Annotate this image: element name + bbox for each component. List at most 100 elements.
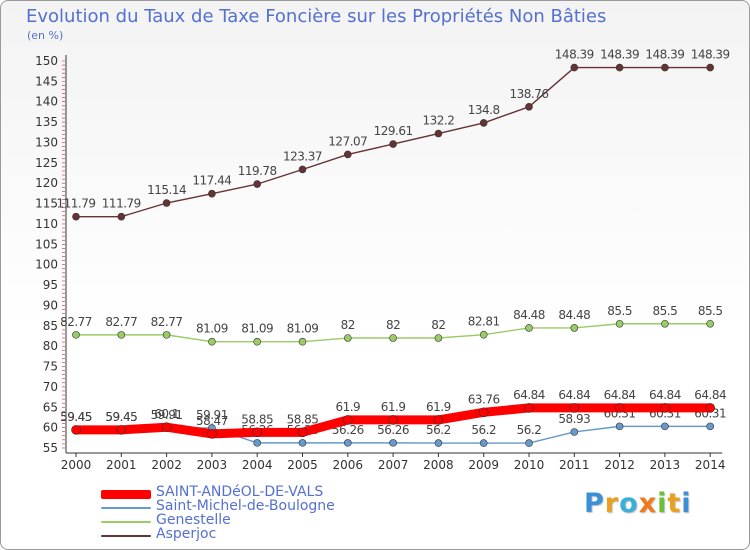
x-tick-label: 2010 (514, 458, 545, 472)
data-point (479, 330, 488, 339)
data-point (207, 429, 217, 439)
chart-title: Evolution du Taux de Taxe Foncière sur l… (26, 6, 607, 27)
data-point (162, 199, 171, 207)
data-label: 58.47 (196, 414, 228, 428)
data-point (434, 334, 443, 342)
data-label: 64.84 (558, 388, 590, 402)
data-label: 148.39 (600, 48, 639, 62)
legend-swatch (101, 489, 151, 499)
data-point (706, 422, 715, 431)
x-tick-label: 2000 (61, 458, 92, 472)
data-label: 56.2 (426, 423, 451, 437)
data-label: 148.39 (645, 48, 684, 62)
data-point (569, 403, 580, 413)
data-label: 85.5 (607, 304, 632, 318)
x-tick-label: 2003 (197, 458, 228, 472)
data-label: 82 (341, 318, 355, 332)
logo-letter: x (638, 488, 658, 519)
data-point (525, 324, 533, 332)
y-tick-label: 120 (35, 176, 58, 190)
data-point (389, 334, 397, 342)
data-point (660, 403, 670, 413)
data-point (389, 439, 397, 447)
data-point (706, 319, 715, 328)
data-point (162, 331, 171, 339)
data-point (297, 427, 308, 438)
y-tick-label: 60 (43, 421, 58, 435)
data-point (298, 337, 307, 346)
legend-label: Genestelle (156, 512, 231, 528)
y-tick-label: 135 (35, 115, 58, 129)
x-tick-label: 2004 (242, 458, 273, 472)
data-label: 59.45 (105, 410, 137, 424)
legend-label: Asperjoc (156, 526, 217, 542)
logo-letter: i (657, 488, 668, 519)
data-label: 59.45 (105, 410, 137, 424)
data-label: 84.48 (558, 308, 590, 322)
data-point (161, 422, 172, 433)
data-label: 82.81 (468, 315, 500, 329)
y-tick-label: 90 (43, 298, 58, 312)
data-point (252, 427, 263, 438)
data-point (343, 334, 352, 342)
x-tick-label: 2011 (559, 458, 590, 472)
data-label: 61.9 (426, 400, 451, 414)
data-point (72, 331, 80, 339)
data-point (661, 319, 669, 328)
data-label: 82.77 (151, 315, 183, 329)
x-tick-label: 2005 (287, 458, 318, 472)
x-tick-label: 2007 (378, 458, 409, 472)
x-tick-label: 2006 (333, 458, 364, 472)
data-label: 123.37 (283, 149, 322, 163)
data-label: 85.5 (653, 304, 678, 318)
legend-swatch (101, 507, 151, 509)
data-point (434, 439, 443, 447)
data-point (478, 407, 489, 418)
proxiti-logo: Proxiti (584, 488, 692, 519)
data-point (615, 422, 624, 431)
data-point (208, 337, 216, 346)
data-point (71, 425, 81, 435)
logo-letter: t (667, 488, 682, 519)
data-point (615, 63, 624, 72)
data-label: 82.77 (60, 315, 92, 329)
data-label: 64.84 (513, 388, 545, 402)
x-tick-label: 2014 (695, 458, 726, 472)
data-label: 127.07 (328, 134, 367, 148)
data-label: 82 (386, 318, 400, 332)
data-label: 58.85 (241, 412, 273, 426)
data-point (72, 212, 80, 221)
data-label: 84.48 (513, 308, 545, 322)
x-tick-label: 2008 (423, 458, 454, 472)
data-point (525, 439, 533, 447)
data-point (343, 439, 352, 447)
data-label: 61.9 (381, 400, 406, 414)
y-tick-label: 85 (43, 319, 58, 333)
data-point (570, 63, 579, 72)
data-label: 134.8 (468, 103, 500, 117)
data-label: 82.77 (105, 315, 137, 329)
data-point (706, 63, 715, 72)
data-label: 58.93 (558, 412, 590, 426)
data-label: 56.2 (517, 423, 542, 437)
x-tick-label: 2013 (650, 458, 681, 472)
legend-swatch (101, 535, 151, 537)
data-point (253, 337, 262, 346)
data-label: 132.2 (422, 114, 454, 128)
data-point (705, 403, 716, 413)
y-tick-label: 150 (35, 54, 58, 68)
data-point (524, 403, 534, 413)
data-label: 64.84 (694, 388, 726, 402)
data-label: 59.45 (60, 410, 92, 424)
data-label: 82 (431, 318, 445, 332)
data-point (434, 129, 443, 138)
data-label: 56.26 (377, 423, 409, 437)
y-tick-label: 95 (43, 278, 58, 292)
logo-letter: r (604, 488, 620, 519)
x-tick-label: 2001 (106, 458, 137, 472)
data-label: 117.44 (192, 174, 231, 188)
data-label: 81.09 (287, 322, 319, 336)
legend-swatch (101, 521, 151, 523)
